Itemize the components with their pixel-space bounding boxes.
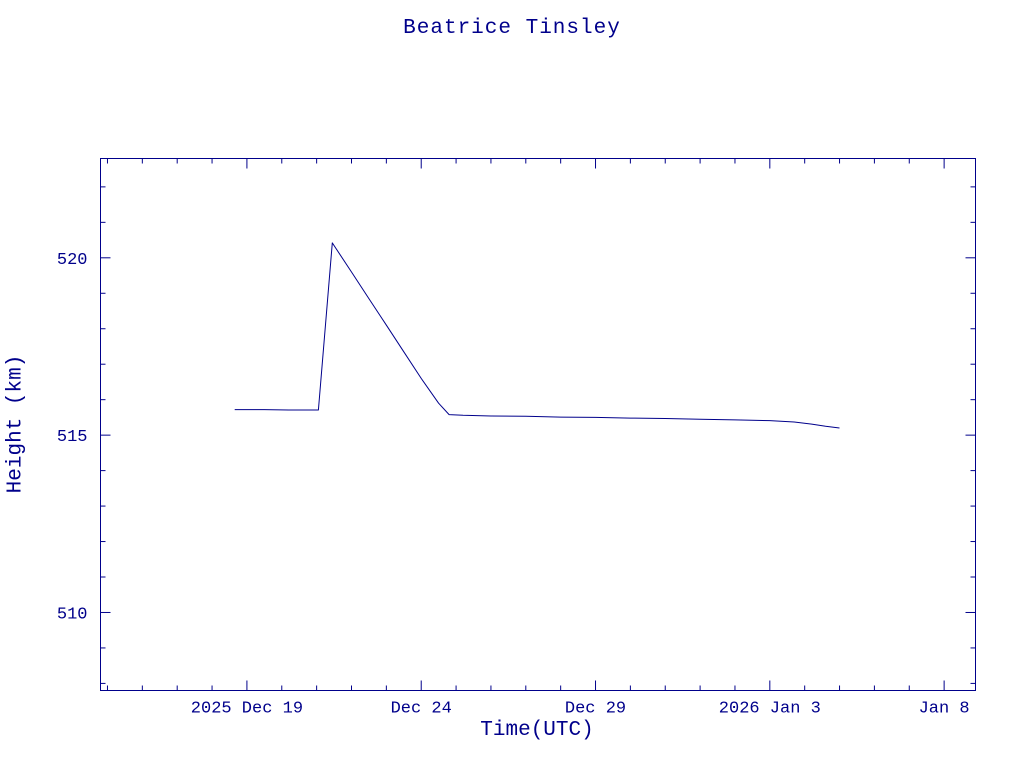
x-tick-label: Dec 24: [391, 700, 452, 719]
x-tick-label: Dec 29: [565, 700, 626, 719]
x-axis-label: Time(UTC): [480, 719, 594, 742]
y-tick-label: 515: [57, 428, 88, 447]
y-tick-label: 510: [57, 605, 88, 624]
y-tick-label: 520: [57, 251, 88, 270]
x-tick-label: Jan 8: [919, 700, 970, 719]
x-tick-label: 2026 Jan 3: [719, 700, 821, 719]
series-line-height: [234, 242, 840, 429]
chart-title: Beatrice Tinsley: [403, 17, 621, 40]
x-tick-label: 2025 Dec 19: [191, 700, 303, 719]
plot-frame: [100, 158, 976, 691]
